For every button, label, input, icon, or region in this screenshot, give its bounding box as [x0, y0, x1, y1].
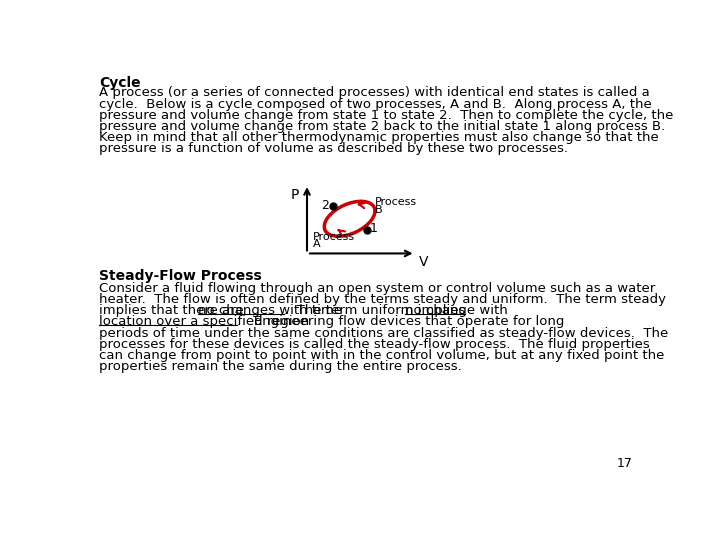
Text: pressure is a function of volume as described by these two processes.: pressure is a function of volume as desc…	[99, 142, 568, 155]
Text: Steady-Flow Process: Steady-Flow Process	[99, 269, 262, 283]
Text: no change with: no change with	[405, 304, 508, 318]
Text: no changes with time: no changes with time	[198, 304, 342, 318]
Text: heater.  The flow is often defined by the terms steady and uniform.  The term st: heater. The flow is often defined by the…	[99, 293, 666, 306]
Text: 17: 17	[616, 457, 632, 470]
Text: implies that there are: implies that there are	[99, 304, 248, 318]
Text: .   Engineering flow devices that operate for long: . Engineering flow devices that operate …	[237, 315, 564, 328]
Text: pressure and volume change from state 1 to state 2.  Then to complete the cycle,: pressure and volume change from state 1 …	[99, 109, 674, 122]
Text: Keep in mind that all other thermodynamic properties must also change so that th: Keep in mind that all other thermodynami…	[99, 131, 659, 144]
Text: A process (or a series of connected processes) with identical end states is call: A process (or a series of connected proc…	[99, 86, 650, 99]
Text: location over a specified region: location over a specified region	[99, 315, 310, 328]
Text: cycle.  Below is a cycle composed of two processes, A and B.  Along process A, t: cycle. Below is a cycle composed of two …	[99, 98, 652, 111]
Text: 2: 2	[322, 199, 330, 212]
Text: Process: Process	[313, 232, 356, 241]
Text: Cycle: Cycle	[99, 76, 141, 90]
Text: pressure and volume change from state 2 back to the initial state 1 along proces: pressure and volume change from state 2 …	[99, 120, 665, 133]
Text: periods of time under the same conditions are classified as steady-flow devices.: periods of time under the same condition…	[99, 327, 669, 340]
Text: P: P	[291, 188, 300, 202]
Text: .  The term uniform implies: . The term uniform implies	[284, 304, 470, 318]
Text: processes for these devices is called the steady-flow process.  The fluid proper: processes for these devices is called th…	[99, 338, 650, 351]
Text: B: B	[374, 205, 382, 214]
Text: 1: 1	[370, 222, 378, 235]
Text: Process: Process	[374, 197, 417, 207]
Text: Consider a fluid flowing through an open system or control volume such as a wate: Consider a fluid flowing through an open…	[99, 282, 655, 295]
Text: can change from point to point with in the control volume, but at any fixed poin: can change from point to point with in t…	[99, 349, 665, 362]
Text: properties remain the same during the entire process.: properties remain the same during the en…	[99, 360, 462, 373]
Text: V: V	[419, 255, 429, 269]
Text: A: A	[313, 239, 321, 249]
